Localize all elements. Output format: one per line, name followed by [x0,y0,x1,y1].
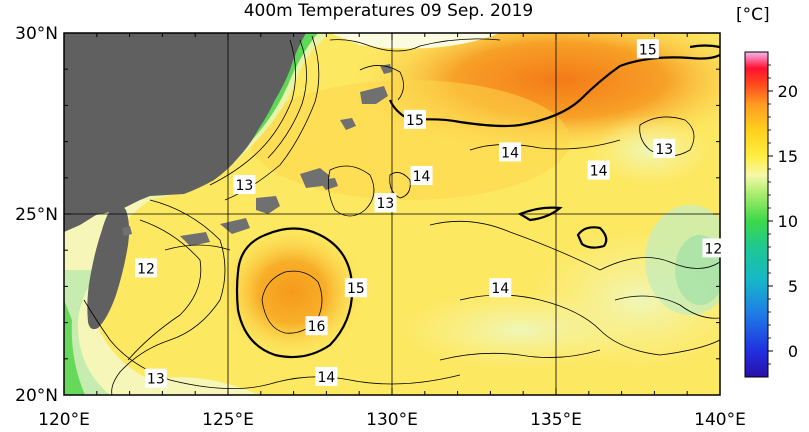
axis-ticks [63,32,721,396]
contour-label: 12 [702,238,725,258]
lon-label: 130°E [366,410,418,430]
lat-label: 25°N [15,205,58,225]
contour-label-text: 14 [501,145,519,161]
contour-label-text: 13 [655,142,673,158]
contour-label: 15 [344,278,367,298]
colorbar-tick-label: 5 [788,277,798,296]
contour-label-text: 13 [147,372,165,388]
contour-label-box [489,278,512,298]
contour-label: 13 [374,193,397,213]
contour-label-text: 15 [406,113,424,129]
contour-label-text: 12 [705,241,723,257]
colorbar: [°C] 0 5 10 15 20 [736,5,798,378]
colorbar-ticks: 0 5 10 15 20 [768,64,798,365]
contour-label-box [702,238,725,258]
contour-label-text: 14 [590,164,608,180]
contour-label: 14 [587,160,610,180]
contour-label: 15 [403,109,426,129]
land-taiwan [87,205,130,330]
contour-label-box [587,160,610,180]
contour-label: 14 [489,278,512,298]
contour-label-text: 13 [235,178,253,194]
contour-label-box [499,142,522,162]
contour-label-box [135,258,157,278]
contour-label: 13 [653,138,676,158]
latitude-labels: 30°N 25°N 20°N [15,24,58,406]
lon-label: 125°E [202,410,254,430]
lat-label: 30°N [15,24,58,44]
colorbar-tick-label: 10 [778,212,798,231]
contour-label: 14 [315,366,338,386]
contour-label-text: 14 [413,169,431,185]
contour-label-text: 16 [308,319,326,335]
contour-labels: 15 15 14 14 13 14 13 13 12 12 15 14 16 13 14 [135,39,725,388]
contour-label: 16 [305,316,328,336]
contour-label-text: 13 [377,196,395,212]
colorbar-tick-label: 20 [778,82,798,101]
contour-label-box [233,175,256,195]
colorbar-tick-label: 0 [788,342,798,361]
longitude-labels: 120°E 125°E 130°E 135°E 140°E [38,410,746,430]
contour-label-box [344,278,367,298]
contour-label-text: 12 [137,261,155,277]
colorbar-unit-label: [°C] [736,5,770,25]
contour-label: 12 [135,258,157,278]
contour-label-text: 15 [639,42,657,58]
contour-label-text: 14 [491,281,509,297]
lon-label: 120°E [38,410,90,430]
lat-label: 20°N [15,386,58,406]
contour-label-box [636,39,659,59]
colorbar-gradient [744,51,769,378]
contour-label: 13 [233,175,256,195]
ryukyu-islands [122,64,392,246]
contour-label: 14 [499,142,522,162]
colorbar-tick-label: 15 [778,147,798,166]
land-china [64,33,306,232]
contour-label-box [315,366,338,386]
contour-label: 13 [144,368,167,388]
contour-label-box [410,165,433,185]
lon-label: 140°E [694,410,746,430]
map-title: 400m Temperatures 09 Sep. 2019 [243,1,534,21]
contour-label-text: 15 [347,281,365,297]
contour-label-box [403,109,426,129]
contour-label-box [374,193,397,213]
temperature-field [64,33,720,395]
graticule [64,33,720,395]
contour-label-box [653,138,676,158]
contour-label-text: 14 [317,370,335,386]
contour-label-box [144,368,167,388]
contour-label: 15 [636,39,659,59]
lon-label: 135°E [530,410,582,430]
contour-label: 14 [410,165,433,185]
contour-label-box [305,316,328,336]
